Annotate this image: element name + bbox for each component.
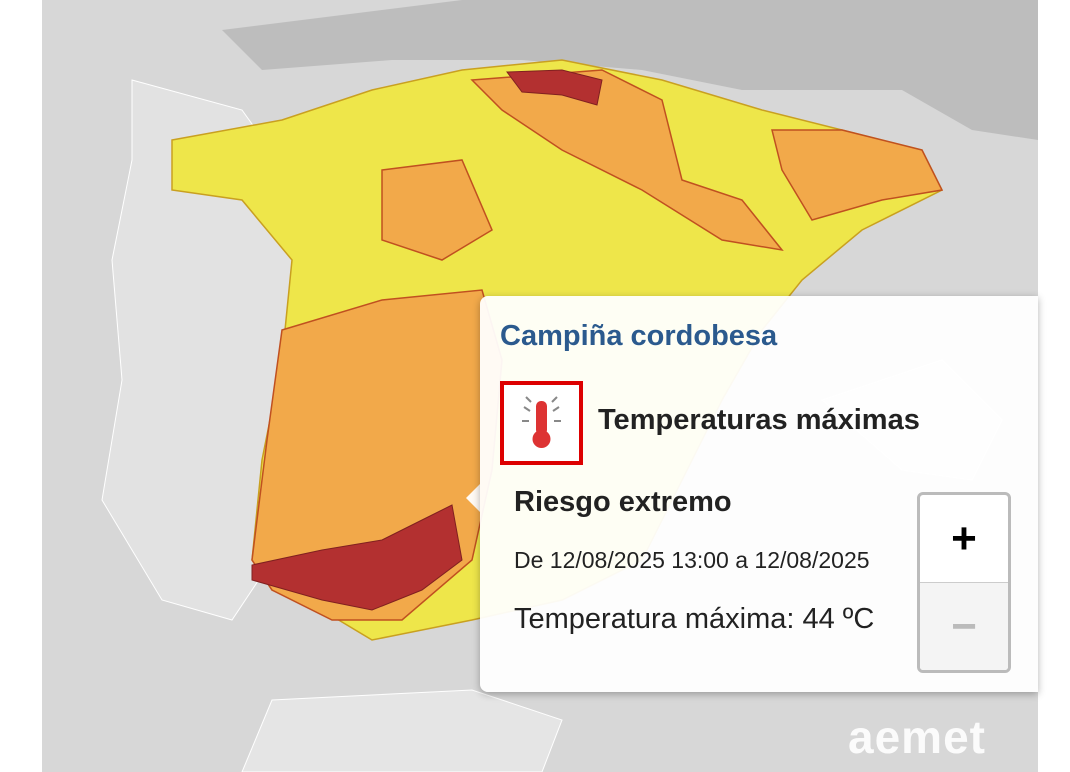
morocco xyxy=(241,689,563,772)
region-red xyxy=(251,504,463,611)
phenomenon: Temperaturas máximas xyxy=(598,404,920,436)
region-red xyxy=(506,69,603,106)
popup-arrow xyxy=(466,484,480,512)
period: De 12/08/2025 13:00 a 12/08/2025 xyxy=(514,547,870,573)
france xyxy=(222,0,1038,140)
zoom-control: + − xyxy=(917,492,1011,673)
risk-level: Riesgo extremo xyxy=(514,486,732,518)
detail: Temperatura máxima: 44 ºC xyxy=(514,603,875,635)
popup-title: Campiña cordobesa xyxy=(500,320,778,352)
region-orange xyxy=(381,69,944,261)
logo: aemet xyxy=(848,711,986,763)
thermometer-icon xyxy=(522,396,561,448)
zoom-in[interactable]: + xyxy=(920,495,1008,583)
warning-icon xyxy=(500,381,583,465)
zoom-out[interactable]: − xyxy=(920,583,1008,670)
